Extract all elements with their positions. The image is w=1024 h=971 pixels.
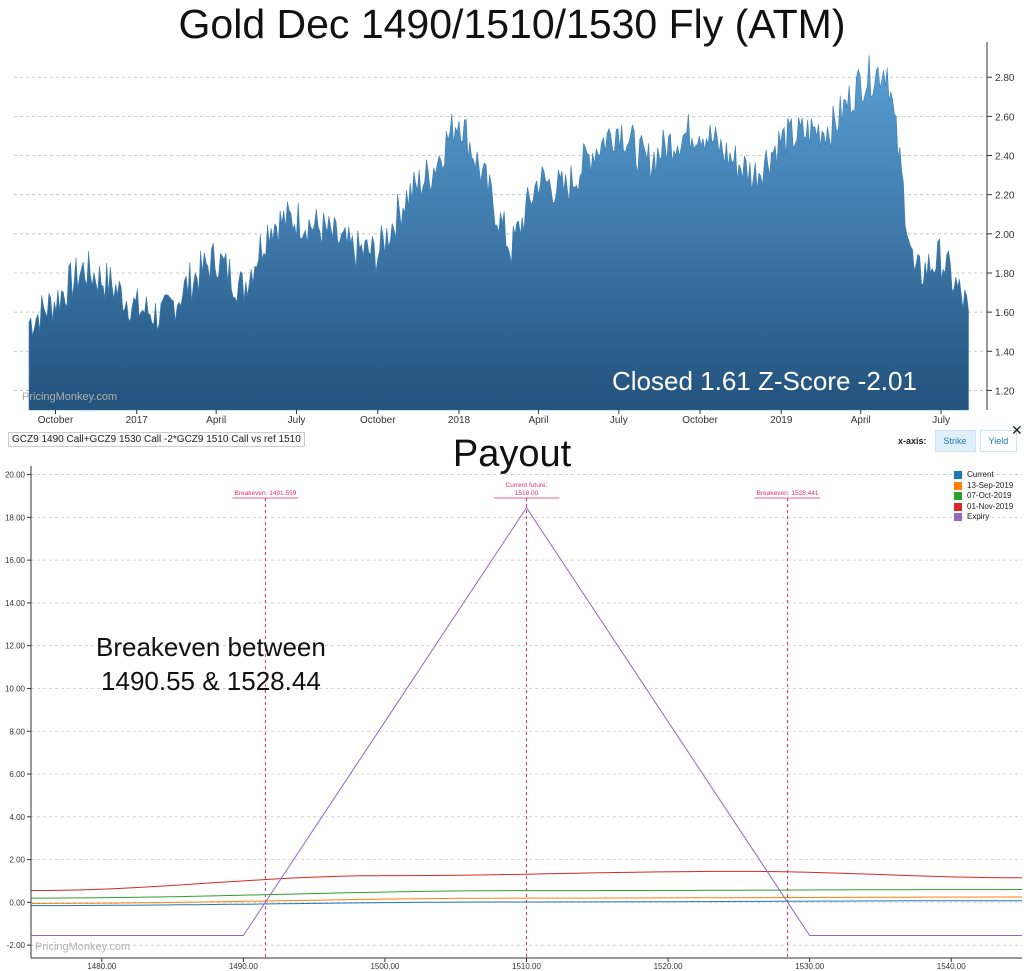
close-icon[interactable]: ✕ [1011, 422, 1023, 438]
top-x-tick-label: October [682, 415, 718, 426]
bottom-y-tick-label: 4.00 [9, 813, 25, 822]
marker-label: Breakeven: 1491.559 [235, 490, 297, 497]
top-y-tick-label: 1.20 [995, 386, 1015, 397]
bottom-chart-legend: Current 13-Sep-2019 07-Oct-2019 01-Nov-2… [954, 470, 1013, 523]
legend-swatch-sep13 [954, 481, 962, 490]
bottom-y-tick-label: -2.00 [7, 941, 26, 950]
top-chart-y-ticks: 1.20 1.40 1.60 1.80 2.00 2.20 2.40 2.60 2.80 [987, 73, 1015, 397]
top-chart-area-series [28, 55, 969, 411]
bottom-y-tick-label: 20.00 [5, 471, 26, 480]
top-x-tick-label: April [851, 415, 871, 426]
x-axis-label: x-axis: [898, 436, 927, 446]
series-line-nov01 [30, 870, 1023, 892]
legend-item-current[interactable]: Current [954, 470, 1013, 481]
bottom-x-tick-label: 1480.00 [87, 962, 116, 971]
legend-item-sep13[interactable]: 13-Sep-2019 [954, 481, 1013, 492]
bottom-x-tick-label: 1490.00 [229, 962, 258, 971]
bottom-chart-title: Payout [452, 433, 572, 475]
legend-label-nov01: 01-Nov-2019 [967, 501, 1014, 511]
marker-sublabel: 1510.00 [515, 490, 539, 497]
series-line-sep13 [30, 896, 1022, 904]
top-y-tick-label: 2.80 [995, 73, 1015, 84]
legend-item-expiry[interactable]: Expiry [954, 512, 1013, 523]
top-x-tick-label: 2017 [126, 415, 149, 426]
top-y-tick-label: 2.60 [995, 112, 1015, 123]
legend-swatch-oct07 [954, 492, 962, 501]
marker-label: Breakeven: 1528.441 [757, 490, 819, 497]
top-y-tick-label: 1.40 [995, 347, 1015, 358]
x-axis-control: x-axis: Strike Yield [898, 430, 1018, 452]
top-x-tick-label: 2018 [448, 415, 471, 426]
top-x-tick-label: July [932, 415, 950, 426]
bottom-y-tick-label: 16.00 [5, 556, 26, 565]
top-x-tick-label: October [360, 415, 396, 426]
bottom-watermark: PricingMonkey.com [35, 941, 131, 953]
bottom-chart-y-ticks: -2.00 0.00 2.00 4.00 6.00 8.00 10.00 12.00 14.00… [5, 471, 31, 950]
top-chart-annotation: Closed 1.61 Z-Score -2.01 [612, 366, 917, 396]
top-y-tick-label: 1.80 [995, 269, 1015, 280]
formula-label: GCZ9 1490 Call+GCZ9 1530 Call -2*GCZ9 15… [8, 432, 305, 447]
bottom-y-tick-label: 6.00 [9, 770, 25, 779]
legend-swatch-current [954, 471, 962, 480]
top-x-tick-label: July [288, 415, 306, 426]
series-line-oct07 [31, 889, 1023, 899]
bottom-y-tick-label: 18.00 [5, 513, 26, 522]
top-x-tick-label: July [610, 415, 628, 426]
bottom-y-tick-label: 10.00 [5, 684, 26, 693]
bottom-x-tick-label: 1520.00 [654, 962, 683, 971]
x-axis-yield-button[interactable]: Yield [979, 430, 1018, 452]
top-x-tick-label: April [528, 415, 548, 426]
legend-label-oct07: 07-Oct-2019 [967, 491, 1012, 500]
bottom-chart-markers: Breakeven: 1491.559 Current future:1510.0… [232, 482, 821, 958]
bottom-chart-series [30, 506, 1023, 936]
legend-item-nov01[interactable]: 01-Nov-2019 [954, 502, 1013, 513]
bottom-chart-x-ticks: 1480.00 1490.00 1500.00 1510.00 1520.00 1530.… [87, 958, 966, 971]
bottom-y-tick-label: 12.00 [5, 642, 26, 651]
legend-swatch-nov01 [954, 502, 962, 511]
top-y-tick-label: 1.60 [995, 308, 1015, 319]
x-axis-strike-button[interactable]: Strike [934, 430, 976, 452]
bottom-y-tick-label: 14.00 [5, 599, 26, 608]
top-y-tick-label: 2.20 [995, 191, 1015, 202]
top-y-tick-label: 2.40 [995, 152, 1015, 163]
series-line-current [31, 900, 1022, 907]
legend-label-sep13: 13-Sep-2019 [967, 480, 1014, 490]
bottom-y-tick-label: 0.00 [9, 898, 25, 907]
bottom-x-tick-label: 1540.00 [937, 962, 966, 971]
top-y-tick-label: 2.00 [995, 230, 1015, 241]
bottom-x-tick-label: 1530.00 [795, 962, 824, 971]
bottom-y-tick-label: 8.00 [9, 727, 25, 736]
top-watermark: PricingMonkey.com [22, 391, 118, 403]
legend-label-expiry: Expiry [967, 512, 990, 521]
top-chart-title: Gold Dec 1490/1510/1530 Fly (ATM) [178, 1, 846, 47]
top-chart-x-ticks: October 2017 April July October 2018 April July… [38, 410, 950, 426]
bottom-chart-annotation: Breakeven between 1490.55 & 1528.44 [96, 632, 326, 696]
bottom-x-tick-label: 1500.00 [370, 962, 399, 971]
top-x-tick-label: April [206, 415, 226, 426]
marker-label: Current future: [506, 482, 548, 489]
legend-label-current: Current [967, 470, 994, 479]
legend-swatch-expiry [954, 513, 962, 522]
bottom-x-tick-label: 1510.00 [512, 962, 541, 971]
bottom-y-tick-label: 2.00 [9, 856, 25, 865]
legend-item-oct07[interactable]: 07-Oct-2019 [954, 491, 1013, 502]
top-x-tick-label: 2019 [770, 415, 793, 426]
series-line-expiry [31, 506, 1022, 936]
top-x-tick-label: October [38, 415, 74, 426]
